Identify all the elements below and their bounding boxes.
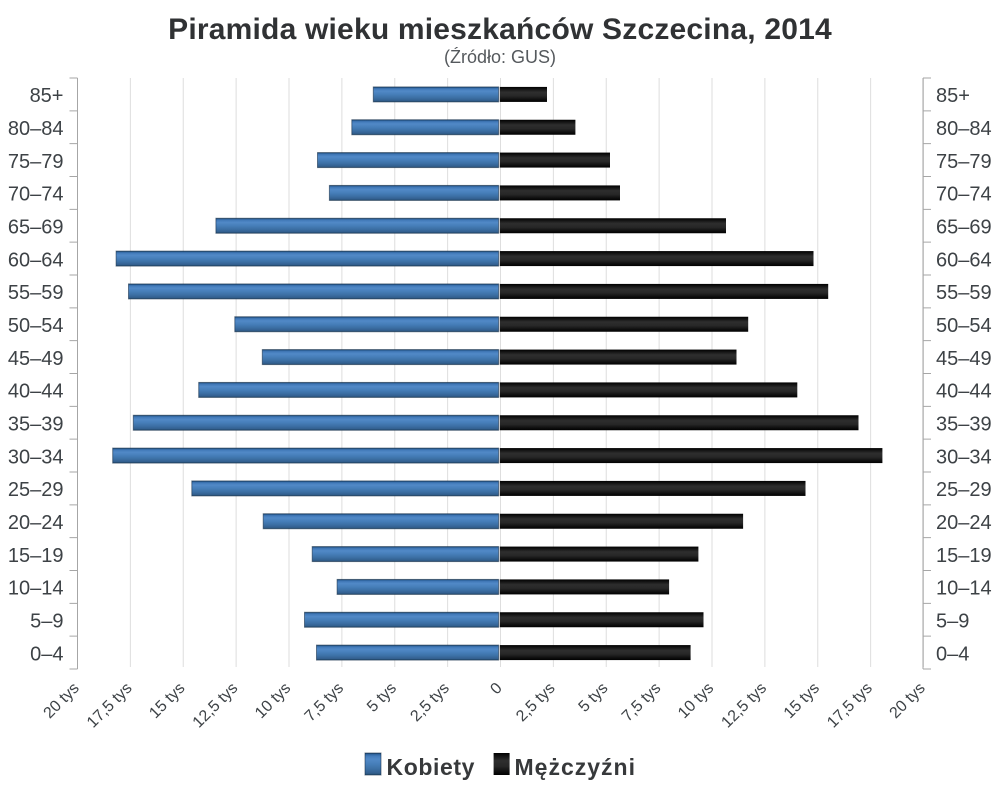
svg-text:75–79: 75–79 xyxy=(936,151,992,173)
svg-text:75–79: 75–79 xyxy=(8,151,64,173)
svg-text:70–74: 70–74 xyxy=(936,184,992,206)
svg-text:10–14: 10–14 xyxy=(8,578,64,600)
svg-text:80–84: 80–84 xyxy=(936,118,992,140)
svg-text:70–74: 70–74 xyxy=(8,184,64,206)
svg-text:40–44: 40–44 xyxy=(936,381,992,403)
svg-text:25–29: 25–29 xyxy=(8,479,64,501)
svg-text:85+: 85+ xyxy=(30,85,64,107)
svg-text:5–9: 5–9 xyxy=(30,610,63,632)
svg-text:55–59: 55–59 xyxy=(8,282,64,304)
svg-text:0–4: 0–4 xyxy=(936,643,969,665)
svg-text:30–34: 30–34 xyxy=(936,446,992,468)
svg-text:Kobiety: Kobiety xyxy=(387,754,476,780)
svg-text:85+: 85+ xyxy=(936,85,970,107)
svg-text:50–54: 50–54 xyxy=(8,315,64,337)
svg-text:30–34: 30–34 xyxy=(8,446,64,468)
svg-text:45–49: 45–49 xyxy=(936,348,992,370)
svg-text:40–44: 40–44 xyxy=(8,381,64,403)
svg-text:50–54: 50–54 xyxy=(936,315,992,337)
svg-text:60–64: 60–64 xyxy=(936,249,992,271)
svg-text:55–59: 55–59 xyxy=(936,282,992,304)
svg-text:35–39: 35–39 xyxy=(936,413,992,435)
svg-text:80–84: 80–84 xyxy=(8,118,64,140)
svg-text:65–69: 65–69 xyxy=(936,216,992,238)
svg-text:Piramida wieku mieszkańców Szc: Piramida wieku mieszkańców Szczecina, 20… xyxy=(168,13,832,46)
svg-text:60–64: 60–64 xyxy=(8,249,64,271)
svg-text:5–9: 5–9 xyxy=(936,610,969,632)
svg-text:10–14: 10–14 xyxy=(936,578,992,600)
svg-text:0–4: 0–4 xyxy=(30,643,63,665)
svg-text:20–24: 20–24 xyxy=(8,512,64,534)
svg-text:15–19: 15–19 xyxy=(8,545,64,567)
svg-text:65–69: 65–69 xyxy=(8,216,64,238)
svg-text:45–49: 45–49 xyxy=(8,348,64,370)
svg-text:Mężczyźni: Mężczyźni xyxy=(515,754,636,780)
svg-text:20–24: 20–24 xyxy=(936,512,992,534)
svg-text:35–39: 35–39 xyxy=(8,413,64,435)
svg-text:25–29: 25–29 xyxy=(936,479,992,501)
svg-text:(Źródło: GUS): (Źródło: GUS) xyxy=(444,47,556,67)
svg-text:15–19: 15–19 xyxy=(936,545,992,567)
